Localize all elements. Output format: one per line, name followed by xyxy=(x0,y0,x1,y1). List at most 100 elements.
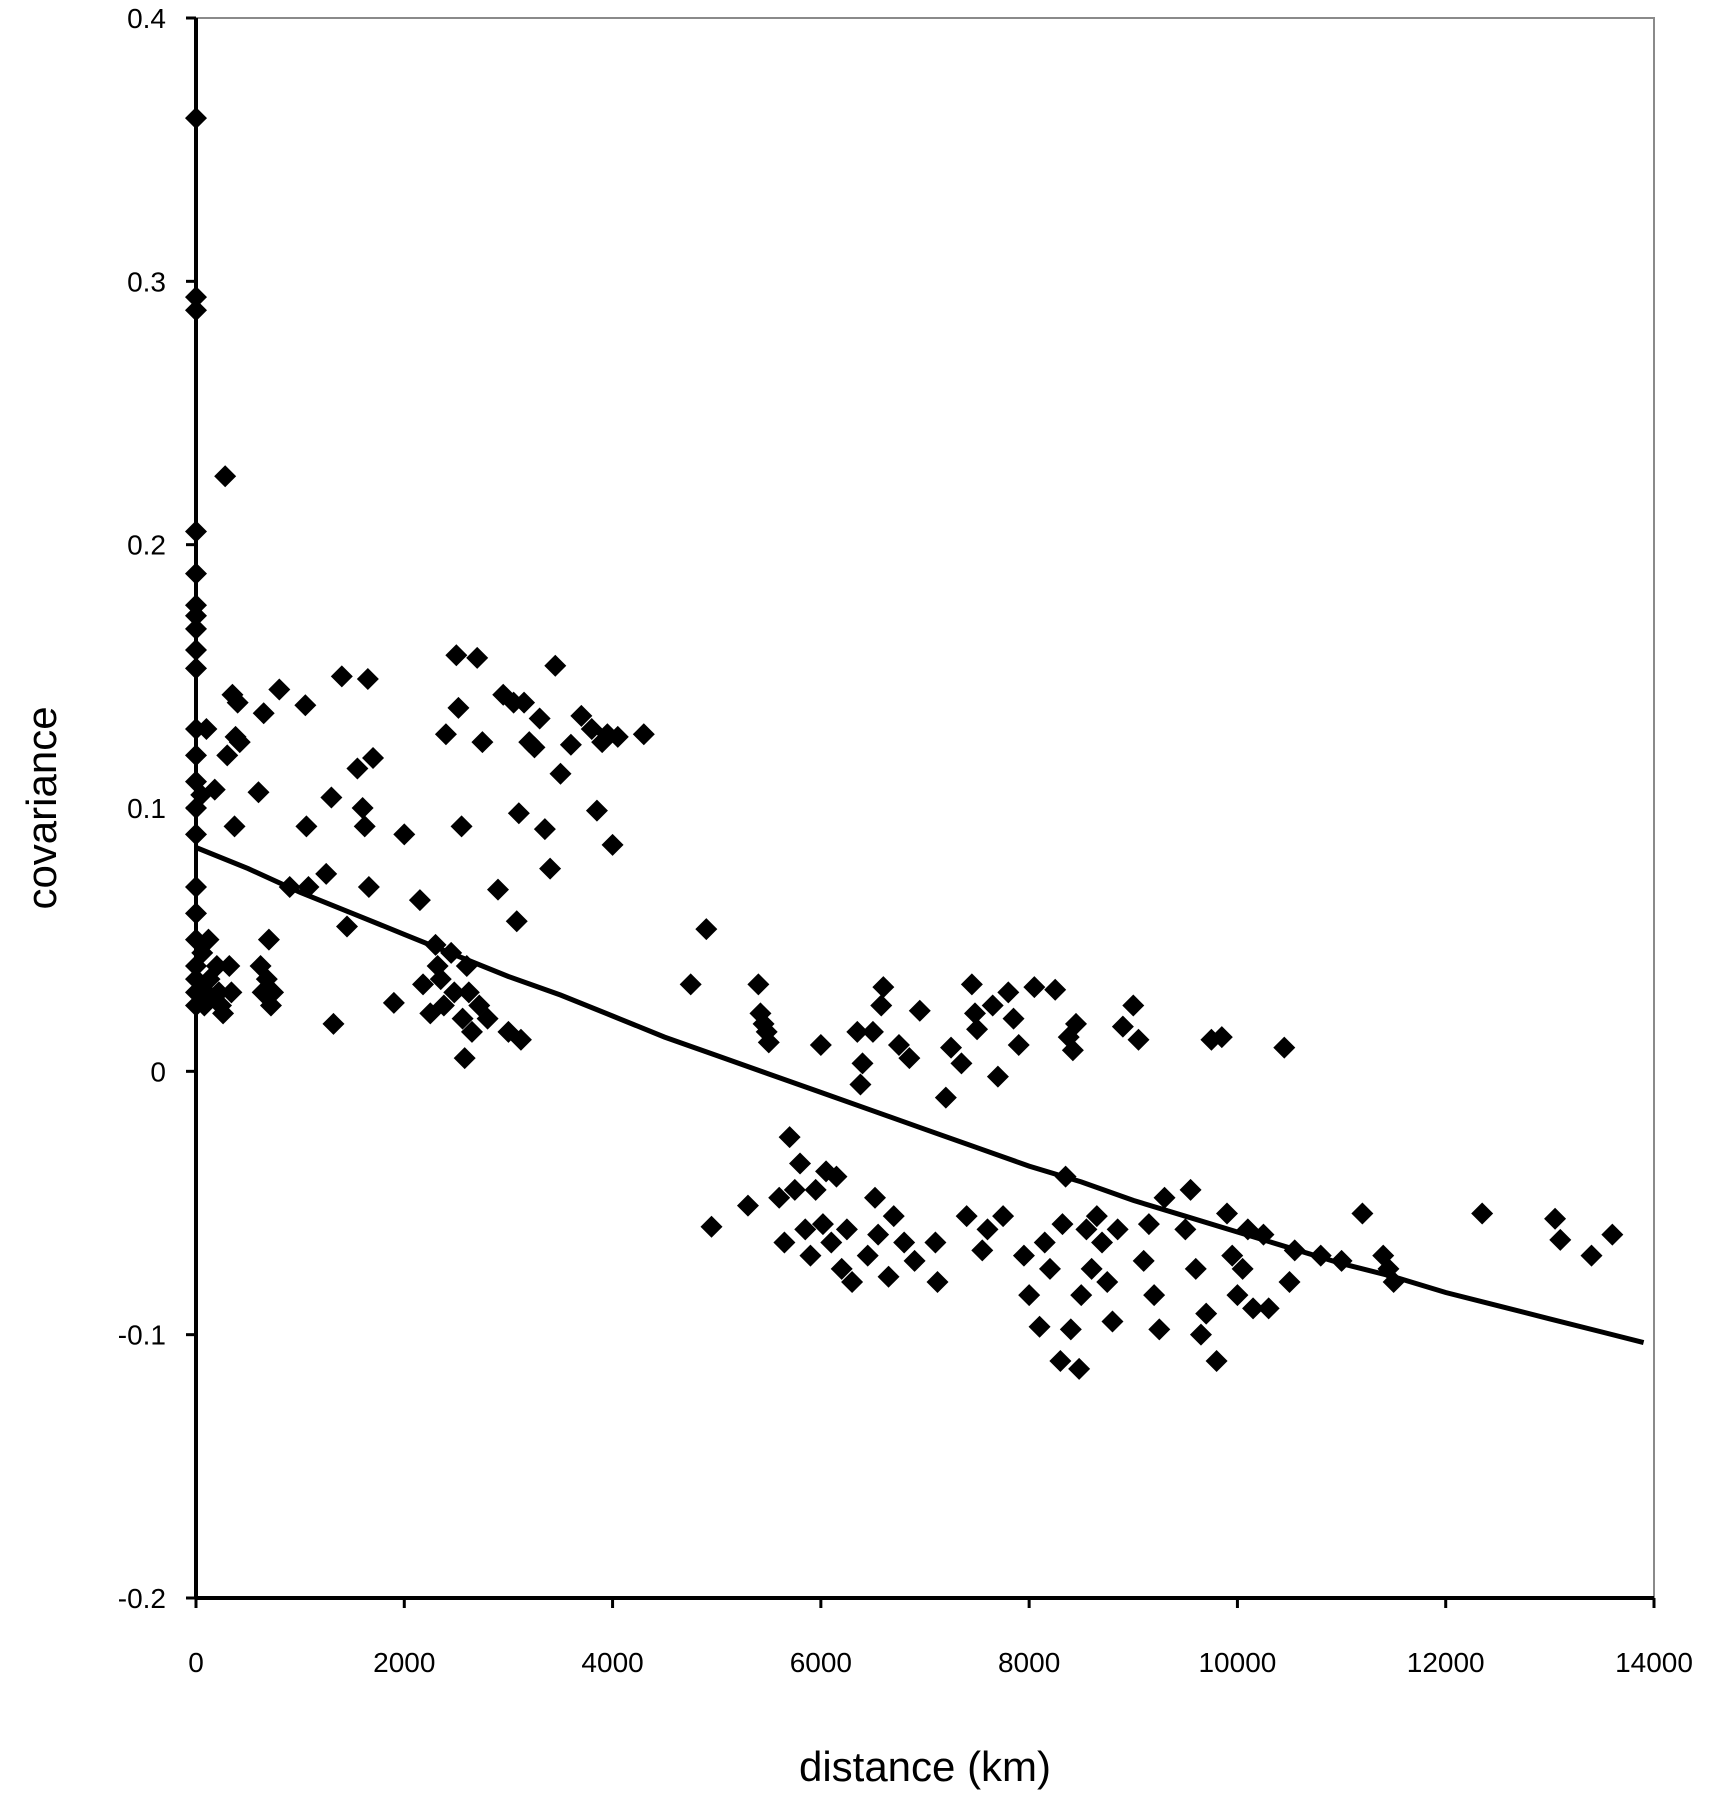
scatter-point xyxy=(315,862,338,885)
scatter-point xyxy=(955,1205,978,1228)
scatter-point xyxy=(778,1126,801,1149)
scatter-point xyxy=(320,786,343,809)
scatter-point xyxy=(1221,1244,1244,1267)
scatter-point xyxy=(736,1194,759,1217)
scatter-point xyxy=(1075,1218,1098,1241)
scatter-point xyxy=(700,1215,723,1238)
scatter-point xyxy=(440,941,463,964)
scatter-point xyxy=(861,1020,884,1043)
scatter-point xyxy=(632,723,655,746)
x-axis-title: distance (km) xyxy=(799,1743,1051,1790)
scatter-point xyxy=(1061,1039,1084,1062)
x-tick-label: 4000 xyxy=(581,1647,643,1678)
scatter-point xyxy=(393,823,416,846)
scatter-point xyxy=(185,107,207,130)
scatter-point xyxy=(1382,1271,1405,1293)
scatter-point xyxy=(549,762,572,785)
x-tick-label: 12000 xyxy=(1407,1647,1485,1678)
scatter-point xyxy=(877,1265,900,1288)
scatter-point xyxy=(1549,1228,1572,1251)
scatter-point xyxy=(1226,1284,1249,1307)
plot-area xyxy=(195,17,1655,1599)
scatter-point xyxy=(203,778,226,801)
scatter-point xyxy=(443,981,466,1004)
scatter-point xyxy=(218,955,241,977)
scatter-point xyxy=(346,757,369,780)
scatter-point xyxy=(1580,1244,1603,1267)
y-tick-label: 0.4 xyxy=(127,3,166,34)
scatter-point xyxy=(408,889,431,912)
scatter-point xyxy=(382,991,405,1014)
scatter-point xyxy=(835,1218,858,1241)
scatter-point xyxy=(986,1065,1009,1088)
scatter-point xyxy=(856,1244,879,1267)
scatter-point xyxy=(1044,978,1067,1001)
y-tick-label: -0.1 xyxy=(118,1320,166,1351)
scatter-point xyxy=(1101,1310,1124,1333)
scatter-point xyxy=(809,1034,832,1056)
scatter-point xyxy=(924,1231,947,1254)
scatter-point xyxy=(1330,1249,1353,1272)
scatter-point xyxy=(257,928,280,951)
scatter-point xyxy=(1257,1297,1280,1320)
scatter-point xyxy=(872,976,895,999)
scatter-point xyxy=(882,1205,905,1228)
scatter-point xyxy=(893,1231,916,1254)
x-ticks: 0 2000 4000 6000 8000 10000 12000 14000 xyxy=(188,1598,1693,1678)
scatter-point xyxy=(185,604,207,627)
scatter-point xyxy=(513,691,536,714)
x-tick-label: 2000 xyxy=(373,1647,435,1678)
y-tick-label: 0 xyxy=(150,1056,166,1087)
scatter-point xyxy=(997,981,1020,1004)
scatter-point xyxy=(849,1073,872,1096)
scatter-point xyxy=(1309,1244,1332,1267)
scatter-point xyxy=(1231,1257,1254,1280)
scatter-point xyxy=(851,1052,874,1075)
scatter-point xyxy=(544,654,567,677)
scatter-point xyxy=(1148,1318,1171,1341)
scatter-point xyxy=(926,1271,949,1293)
x-tick-label: 0 xyxy=(188,1647,204,1678)
scatter-point xyxy=(966,1018,989,1041)
scatter-point xyxy=(185,657,207,680)
scatter-point xyxy=(1111,1015,1134,1038)
scatter-point xyxy=(950,1052,973,1075)
scatter-point xyxy=(559,733,582,756)
scatter-point xyxy=(1252,1223,1275,1246)
scatter-point xyxy=(268,678,291,701)
scatter-point xyxy=(1106,1218,1129,1241)
scatter-point xyxy=(185,902,207,925)
scatter-point xyxy=(846,1020,869,1043)
scatter-point xyxy=(523,736,546,759)
scatter-point xyxy=(262,981,285,1004)
scatter-point xyxy=(214,465,237,488)
scatter-point xyxy=(1544,1207,1567,1230)
scatter-point xyxy=(429,968,452,991)
scatter-point xyxy=(1174,1218,1197,1241)
y-axis-title: covariance xyxy=(18,706,65,909)
scatter-point xyxy=(757,1031,780,1054)
scatter-point xyxy=(830,1257,853,1280)
scatter-point xyxy=(1018,1284,1041,1307)
y-tick-label: -0.2 xyxy=(118,1583,166,1614)
scatter-point xyxy=(864,1186,887,1209)
scatter-point xyxy=(322,1012,345,1035)
scatter-point xyxy=(870,994,893,1017)
scatter-point xyxy=(424,933,447,956)
scatter-point xyxy=(476,1007,499,1030)
scatter-point xyxy=(804,1178,827,1201)
scatter-point xyxy=(963,1002,986,1025)
scatter-point xyxy=(1068,1357,1091,1380)
scatter-point xyxy=(185,286,207,309)
scatter-point xyxy=(841,1271,864,1293)
scatter-point xyxy=(466,646,489,669)
scatter-point xyxy=(1351,1202,1374,1225)
scatter-point xyxy=(820,1231,843,1254)
scatter-point xyxy=(351,797,374,819)
y-ticks: -0.2 -0.1 0 0.1 0.2 0.3 0.4 xyxy=(118,3,196,1614)
scatter-point xyxy=(457,981,480,1004)
y-tick-label: 0.1 xyxy=(127,793,166,824)
scatter-point xyxy=(908,999,931,1022)
y-tick-label: 0.2 xyxy=(127,530,166,561)
scatter-point xyxy=(185,299,207,322)
